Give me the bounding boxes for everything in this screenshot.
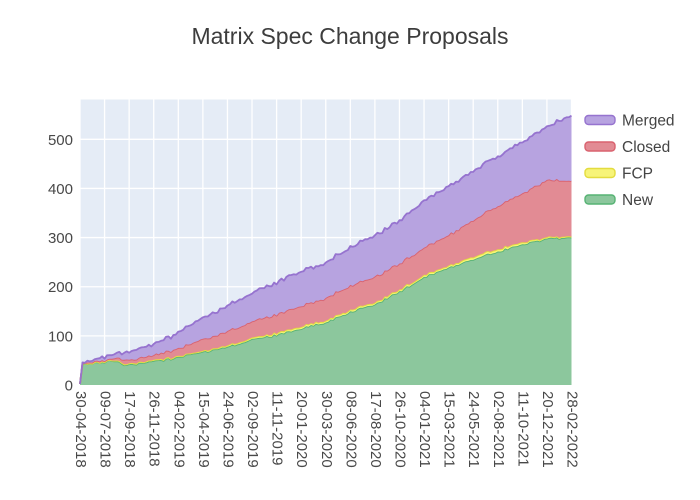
legend-swatch-merged	[584, 114, 616, 126]
x-axis-tick-label: 30-03-2020	[318, 391, 335, 468]
area-closed	[80, 178, 572, 384]
x-axis-tick-label: 09-07-2018	[97, 391, 114, 468]
x-axis-tick-label: 02-09-2019	[244, 391, 261, 468]
x-axis-tick-label: 20-01-2020	[293, 391, 310, 468]
x-axis-tick-label: 26-10-2020	[391, 391, 408, 468]
x-axis-tick-label: 20-12-2021	[539, 391, 556, 468]
legend-label-new: New	[622, 192, 654, 209]
x-axis-tick-label: 26-11-2018	[146, 391, 163, 467]
legend-item-new[interactable]: New	[584, 192, 654, 209]
legend-item-fcp[interactable]: FCP	[584, 166, 653, 183]
x-axis-tick-label: 17-08-2020	[367, 391, 384, 468]
legend-label-fcp: FCP	[622, 166, 653, 183]
y-axis-tick-label: 300	[48, 230, 73, 247]
chart-title: Matrix Spec Change Proposals	[191, 23, 508, 49]
x-axis-tick-label: 24-06-2019	[219, 391, 236, 468]
x-axis-tick-label: 04-01-2021	[416, 391, 433, 468]
x-axis-tick-label: 11-11-2019	[269, 391, 286, 466]
x-axis-tick-label: 15-04-2019	[195, 391, 212, 468]
x-axis-tick-label: 30-04-2018	[72, 391, 89, 468]
y-axis-tick-label: 400	[48, 181, 73, 198]
x-axis-tick-label: 17-09-2018	[121, 391, 138, 468]
legend-item-merged[interactable]: Merged	[584, 113, 675, 130]
y-axis-tick-label: 0	[65, 378, 73, 395]
x-axis-tick-label: 24-05-2021	[465, 391, 482, 468]
legend-swatch-closed	[584, 141, 616, 152]
x-axis-tick-label: 08-06-2020	[342, 391, 359, 468]
y-axis-tick-label: 200	[48, 279, 73, 296]
legend-swatch-fcp	[584, 167, 616, 179]
area-new	[80, 237, 572, 385]
x-axis-tick-label: 04-02-2019	[170, 391, 187, 468]
legend-item-closed[interactable]: Closed	[584, 139, 670, 156]
legend-label-closed: Closed	[622, 139, 670, 156]
legend-swatch-new	[584, 194, 616, 205]
y-axis-tick-label: 500	[48, 132, 73, 149]
x-axis-tick-label: 02-08-2021	[490, 391, 507, 468]
y-axis-tick-label: 100	[48, 328, 73, 345]
x-axis-tick-label: 11-10-2021	[514, 391, 531, 467]
line-merged	[79, 114, 572, 385]
x-axis-tick-label: 15-03-2021	[441, 391, 458, 468]
x-axis-tick-label: 28-02-2022	[564, 391, 581, 468]
legend-label-merged: Merged	[622, 113, 675, 130]
